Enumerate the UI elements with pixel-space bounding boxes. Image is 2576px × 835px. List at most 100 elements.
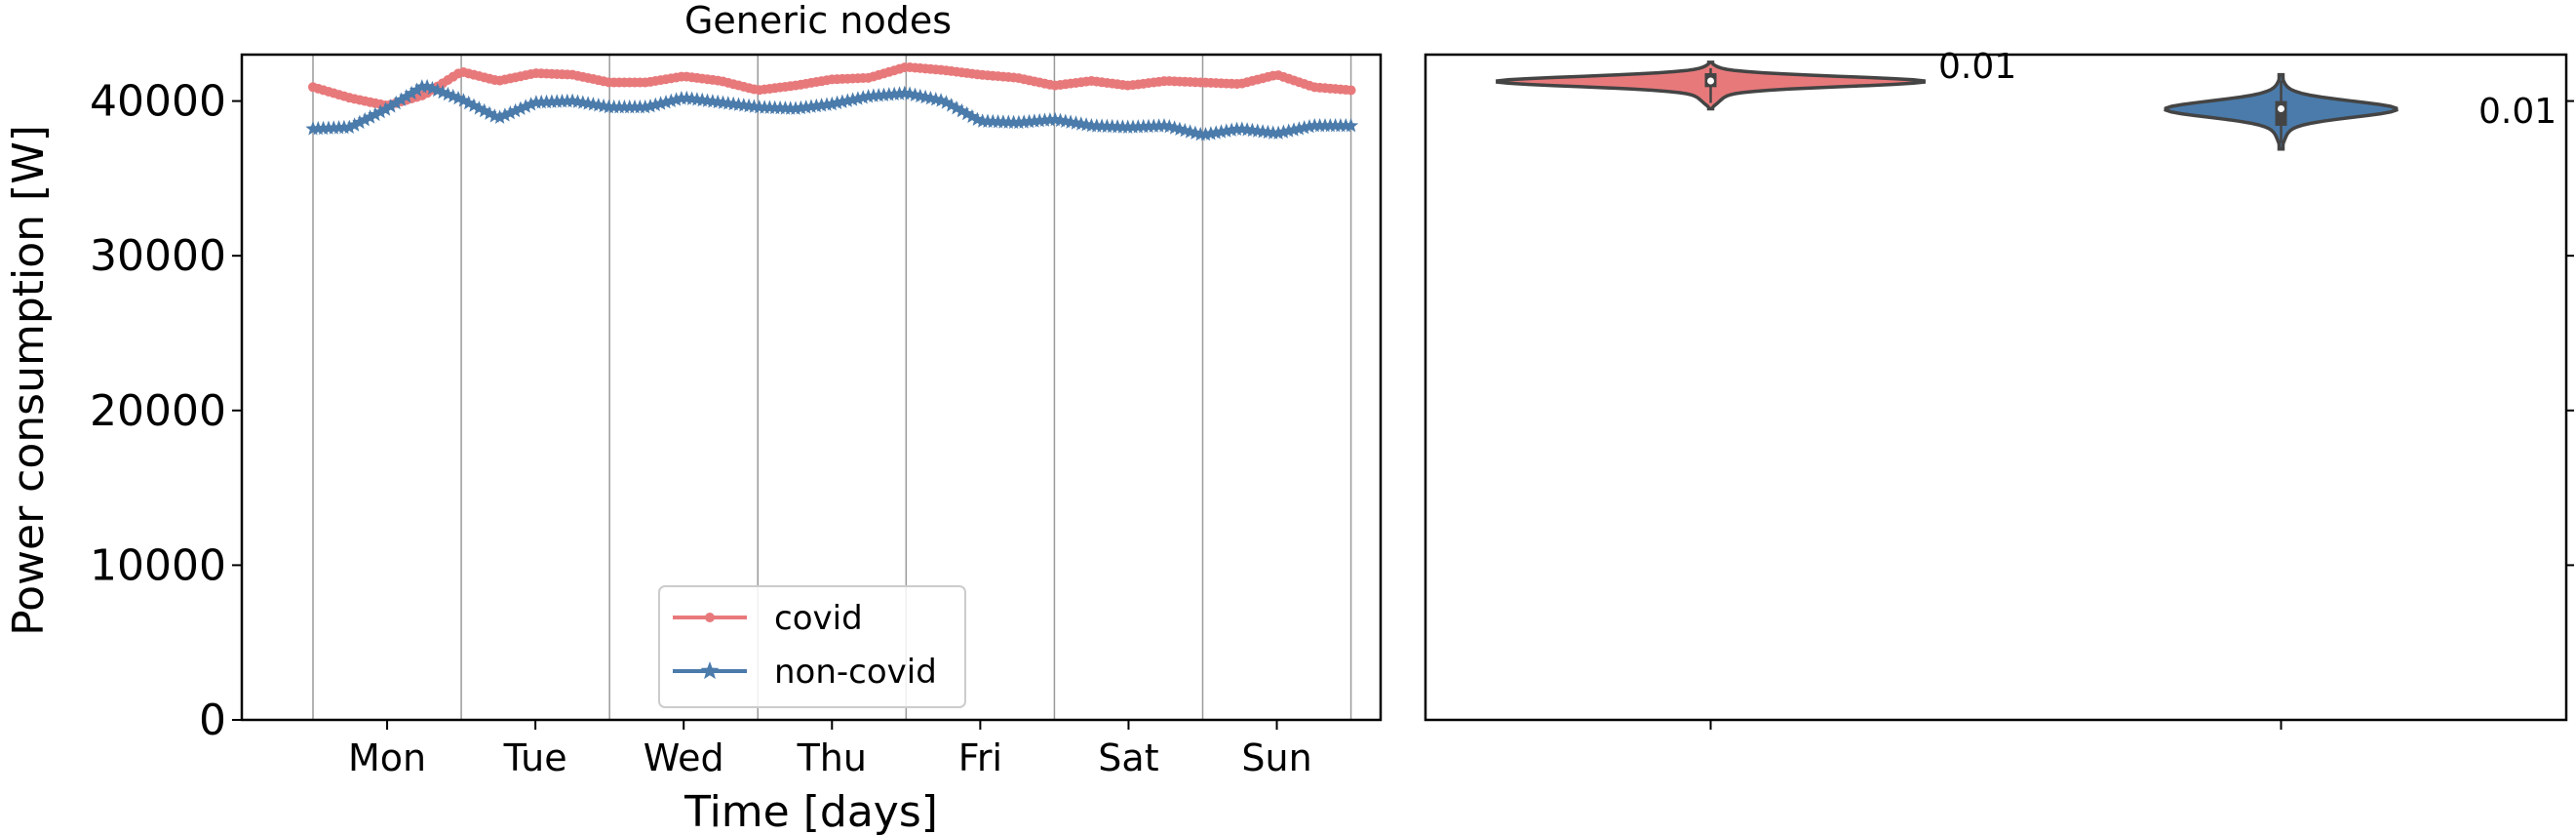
marker-non-covid [362, 109, 378, 124]
series-markers-covid [308, 62, 1356, 111]
marker-non-covid [388, 95, 404, 110]
series-lines [305, 62, 1359, 141]
marker-non-covid [482, 105, 497, 120]
marker-non-covid [305, 121, 321, 136]
marker-non-covid [1011, 114, 1027, 130]
marker-non-covid [933, 93, 949, 107]
marker-non-covid [455, 93, 471, 107]
marker-non-covid [845, 92, 861, 106]
y-tick-label-3: 30000 [90, 231, 226, 281]
x-tick-label-mon: Mon [348, 736, 426, 779]
marker-non-covid [1208, 125, 1224, 139]
violin-median-non-covid [2278, 105, 2284, 113]
chart-title: Generic nodes [684, 0, 952, 42]
marker-non-covid [886, 86, 902, 101]
marker-non-covid [891, 86, 908, 100]
marker-non-covid [383, 99, 399, 113]
marker-non-covid [1270, 125, 1286, 139]
right-plot-frame [1424, 53, 2568, 722]
y-tick-label-4: 40000 [90, 77, 226, 127]
marker-non-covid [440, 86, 455, 101]
marker-non-covid [871, 88, 886, 102]
marker-non-covid [959, 105, 975, 121]
violin-chart-panel: 0.01 0.01 [1424, 47, 2574, 730]
y-tick-label-0: 0 [199, 696, 226, 745]
marker-non-covid [497, 107, 513, 122]
y-tick-label-1: 10000 [90, 540, 226, 590]
y-axis-ticks: 0 10000 20000 30000 40000 [90, 77, 242, 745]
marker-non-covid [393, 92, 410, 106]
marker-non-covid [332, 120, 347, 135]
marker-non-covid [1146, 118, 1161, 133]
marker-non-covid [658, 95, 674, 109]
marker-non-covid [653, 96, 669, 110]
marker-non-covid [808, 98, 824, 113]
left-plot-frame [240, 53, 1383, 722]
marker-non-covid [1042, 112, 1058, 127]
x-tick-label-sat: Sat [1098, 736, 1158, 779]
marker-non-covid [799, 99, 814, 114]
y-tick-label-2: 20000 [90, 386, 226, 436]
marker-non-covid [1203, 126, 1219, 140]
marker-non-covid [954, 102, 969, 118]
marker-non-covid [446, 88, 461, 103]
marker-non-covid [669, 92, 684, 106]
marker-non-covid [938, 95, 954, 109]
x-tick-label-fri: Fri [958, 736, 1002, 779]
marker-non-covid [372, 103, 388, 119]
marker-non-covid [560, 93, 575, 108]
marker-non-covid [1032, 112, 1047, 128]
marker-non-covid [1281, 123, 1297, 138]
marker-non-covid [1291, 121, 1307, 136]
marker-non-covid [949, 100, 964, 115]
marker-non-covid [419, 78, 435, 94]
x-tick-label-sun: Sun [1241, 736, 1311, 779]
x-tick-label-tue: Tue [503, 736, 567, 779]
marker-non-covid [839, 93, 855, 107]
marker-non-covid [793, 99, 808, 115]
marker-non-covid [1275, 124, 1291, 139]
violin-median-covid [1707, 77, 1714, 85]
marker-non-covid [310, 120, 326, 136]
marker-non-covid [352, 114, 368, 130]
marker-non-covid [788, 100, 803, 115]
day-gridlines [312, 55, 1352, 720]
violin-annotation-non-covid: 0.01 [2478, 92, 2556, 132]
marker-non-covid [492, 109, 508, 124]
marker-non-covid [409, 82, 425, 97]
marker-non-covid [357, 111, 372, 127]
marker-non-covid [803, 99, 819, 113]
marker-non-covid [538, 94, 555, 109]
marker-non-covid [377, 101, 394, 116]
line-chart-panel: Generic nodes Time [days] Power consumpt… [4, 0, 1383, 835]
marker-non-covid [819, 97, 835, 111]
marker-non-covid [347, 117, 363, 132]
marker-non-covid [964, 108, 980, 124]
legend-label-covid: covid [774, 599, 863, 638]
marker-non-covid [450, 90, 466, 105]
marker-non-covid [1120, 119, 1136, 134]
marker-non-covid [876, 87, 892, 101]
marker-non-covid [368, 106, 383, 122]
marker-non-covid [647, 97, 663, 112]
marker-non-covid [1016, 114, 1032, 129]
marker-non-covid [1022, 113, 1037, 129]
marker-non-covid [424, 80, 440, 96]
y-axis-label: Power consumption [W] [4, 125, 54, 636]
marker-non-covid [866, 88, 881, 102]
marker-non-covid [554, 94, 570, 108]
marker-non-covid [321, 120, 336, 135]
marker-non-covid [881, 87, 897, 101]
legend-marker-non-covid [700, 661, 720, 680]
marker-non-covid [1027, 113, 1042, 128]
marker-non-covid [1125, 119, 1141, 134]
marker-non-covid [1229, 121, 1245, 137]
marker-non-covid [830, 95, 845, 110]
marker-non-covid [524, 97, 539, 111]
marker-non-covid [513, 100, 528, 115]
marker-non-covid [1036, 112, 1053, 127]
marker-non-covid [1297, 120, 1312, 135]
marker-non-covid [399, 89, 414, 103]
legend: covid non-covid [658, 585, 966, 708]
marker-non-covid [944, 98, 959, 112]
